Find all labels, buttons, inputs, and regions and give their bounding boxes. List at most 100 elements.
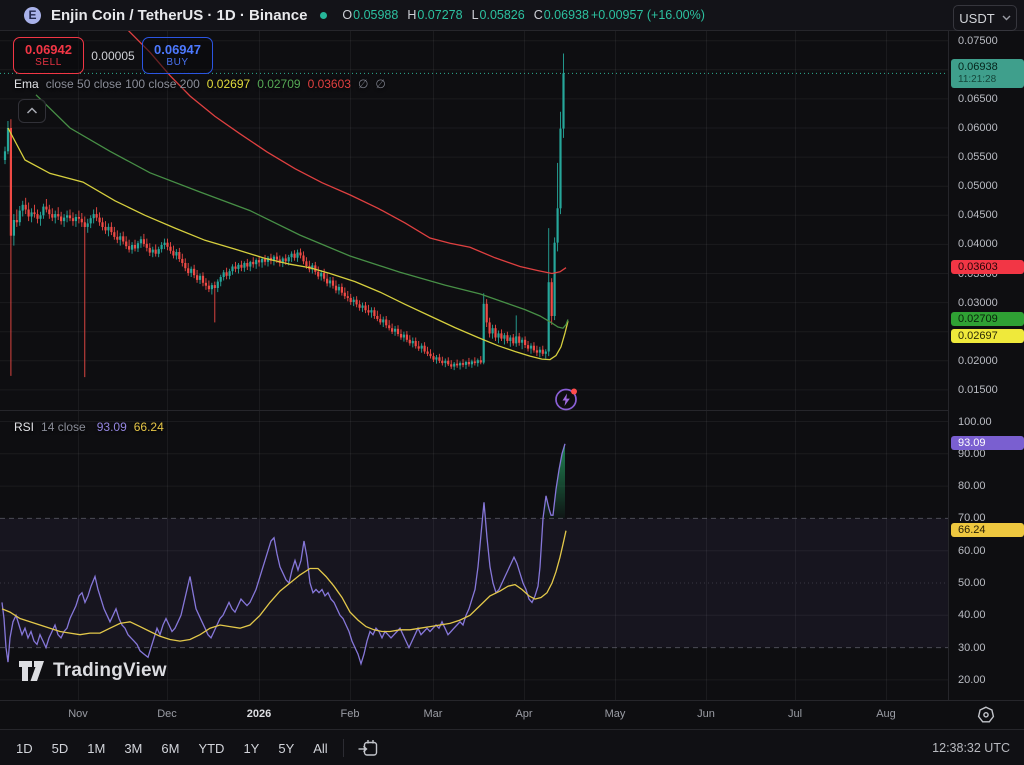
trade-widget: 0.06942 SELL 0.00005 0.06947 BUY <box>13 37 213 74</box>
rsi-scale-label: 80.00 <box>958 480 986 492</box>
range-button-ytd[interactable]: YTD <box>190 737 232 760</box>
time-label: Jul <box>787 708 803 720</box>
time-label: Apr <box>515 708 533 720</box>
rsi-ma-value: 66.24 <box>133 420 164 434</box>
alert-lightning-icon[interactable] <box>553 386 579 412</box>
market-status-icon <box>320 11 328 19</box>
indicator-value-badge: 0.02697 <box>951 329 1024 343</box>
chevron-up-icon <box>26 107 38 114</box>
rsi-indicator-legend[interactable]: RSI 14 close 93.09 66.24 <box>14 420 164 434</box>
high-value: H0.07278 <box>407 8 463 22</box>
rsi-scale-label: 70.00 <box>958 512 986 524</box>
tradingview-logo-icon <box>19 661 44 681</box>
ema-lines <box>7 29 569 361</box>
bottom-toolbar: 1D 5D 1M 3M 6M YTD 1Y 5Y All 12:38:32 UTC <box>0 729 1024 765</box>
ema-legend-params: close 50 close 100 close 200 <box>45 77 200 91</box>
rsi-scale-label: 20.00 <box>958 674 986 686</box>
time-label: Nov <box>68 708 88 720</box>
sell-button[interactable]: 0.06942 SELL <box>13 37 84 74</box>
time-label: Aug <box>876 708 896 720</box>
rsi-scale-label: 40.00 <box>958 609 986 621</box>
range-button-6m[interactable]: 6M <box>153 737 187 760</box>
open-value: O0.05988 <box>342 8 399 22</box>
range-button-1d[interactable]: 1D <box>8 737 41 760</box>
buy-price: 0.06947 <box>154 42 201 57</box>
change-value: +0.00957 (+16.00%) <box>590 8 705 22</box>
price-label: 0.04000 <box>958 238 998 250</box>
empty-set-icon: ∅ <box>357 77 369 91</box>
chevron-down-icon <box>1002 15 1011 21</box>
rsi-overbought-fill <box>544 443 565 519</box>
indicator-value-badge: 0.03603 <box>951 260 1024 274</box>
currency-dropdown[interactable]: USDT <box>953 5 1017 31</box>
range-button-all[interactable]: All <box>305 737 335 760</box>
time-axis[interactable]: Nov Dec 2026 Feb Mar Apr May Jun Jul Aug <box>0 700 1024 730</box>
price-label: 0.07500 <box>958 35 998 47</box>
ohlc-values: O0.05988 H0.07278 L0.05826 C0.06938 <box>342 8 589 22</box>
indicator-value-badge: 0.02709 <box>951 312 1024 326</box>
symbol-title[interactable]: Enjin Coin / TetherUS · 1D · Binance <box>51 6 308 24</box>
pane-collapse-button[interactable] <box>18 99 46 123</box>
currency-label: USDT <box>959 10 995 26</box>
range-button-5d[interactable]: 5D <box>44 737 77 760</box>
time-label: Jun <box>697 708 715 720</box>
range-button-3m[interactable]: 3M <box>116 737 150 760</box>
sell-price: 0.06942 <box>25 42 72 57</box>
countdown-timer: 11:21:28 <box>958 74 997 85</box>
price-label: 0.05000 <box>958 180 998 192</box>
chart-canvas[interactable] <box>0 0 948 700</box>
price-label: 0.06000 <box>958 122 998 134</box>
ema200-value: 0.03603 <box>307 77 351 91</box>
rsi-scale-label: 50.00 <box>958 577 986 589</box>
range-selector: 1D 5D 1M 3M 6M YTD 1Y 5Y All <box>8 737 336 760</box>
tradingview-watermark: TradingView <box>18 660 167 682</box>
rsi-legend-name: RSI <box>14 420 35 434</box>
sell-label: SELL <box>35 57 62 68</box>
ema-legend-name: Ema <box>14 77 39 91</box>
close-value: C0.06938 <box>533 8 589 22</box>
time-label: Mar <box>423 708 443 720</box>
ema50-value: 0.02697 <box>206 77 251 91</box>
time-label: May <box>604 708 626 720</box>
indicator-value-badge: 66.24 <box>951 523 1024 537</box>
clock-utc[interactable]: 12:38:32 UTC <box>932 741 1010 755</box>
range-button-5y[interactable]: 5Y <box>270 737 302 760</box>
ema100-value: 0.02709 <box>257 77 301 91</box>
go-to-date-button[interactable] <box>351 736 385 760</box>
buy-label: BUY <box>166 57 189 68</box>
symbol-logo-icon: E <box>24 6 41 24</box>
toolbar-divider <box>342 739 344 757</box>
time-label: Dec <box>157 708 177 720</box>
rsi-series <box>1 443 567 666</box>
price-label: 0.05500 <box>958 151 998 163</box>
price-label: 0.04500 <box>958 209 998 221</box>
rsi-legend-params: 14 close <box>41 420 86 434</box>
rsi-scale-label: 30.00 <box>958 642 986 654</box>
calendar-arrow-icon <box>358 740 377 756</box>
time-label: 2026 <box>246 708 272 720</box>
time-label: Feb <box>340 708 360 720</box>
range-button-1m[interactable]: 1M <box>79 737 113 760</box>
top-toolbar: E Enjin Coin / TetherUS · 1D · Binance O… <box>0 0 1024 31</box>
empty-set-icon: ∅ <box>375 77 386 91</box>
price-label: 0.02000 <box>958 355 998 367</box>
candle-series <box>3 53 565 378</box>
price-axis[interactable]: 0.07500 0.06500 0.06000 0.05500 0.05000 0.045… <box>948 30 1024 700</box>
low-value: L0.05826 <box>471 8 525 22</box>
rsi-scale-label: 90.00 <box>958 448 986 460</box>
rsi-scale-label: 60.00 <box>958 545 986 557</box>
buy-button[interactable]: 0.06947 BUY <box>142 37 213 74</box>
indicator-value-badge: 93.09 <box>951 436 1024 450</box>
range-button-1y[interactable]: 1Y <box>235 737 267 760</box>
ema-indicator-legend[interactable]: Ema close 50 close 100 close 200 0.02697… <box>14 77 386 91</box>
last-price-badge: 0.06938 11:21:28 <box>951 59 1024 88</box>
price-label: 0.06500 <box>958 93 998 105</box>
price-label: 0.01500 <box>958 384 998 396</box>
spread-value: 0.00005 <box>91 48 135 63</box>
watermark-text: TradingView <box>53 660 167 681</box>
rsi-value: 93.09 <box>96 420 127 434</box>
axis-settings-icon[interactable] <box>976 705 996 728</box>
rsi-band <box>0 518 948 648</box>
price-label: 0.03000 <box>958 297 998 309</box>
